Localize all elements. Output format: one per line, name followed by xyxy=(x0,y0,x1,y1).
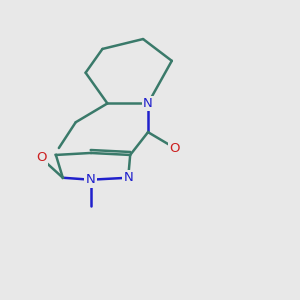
Text: O: O xyxy=(169,142,180,154)
Text: N: N xyxy=(86,173,95,186)
Text: N: N xyxy=(123,171,133,184)
Text: O: O xyxy=(36,152,46,164)
Text: N: N xyxy=(143,97,153,110)
